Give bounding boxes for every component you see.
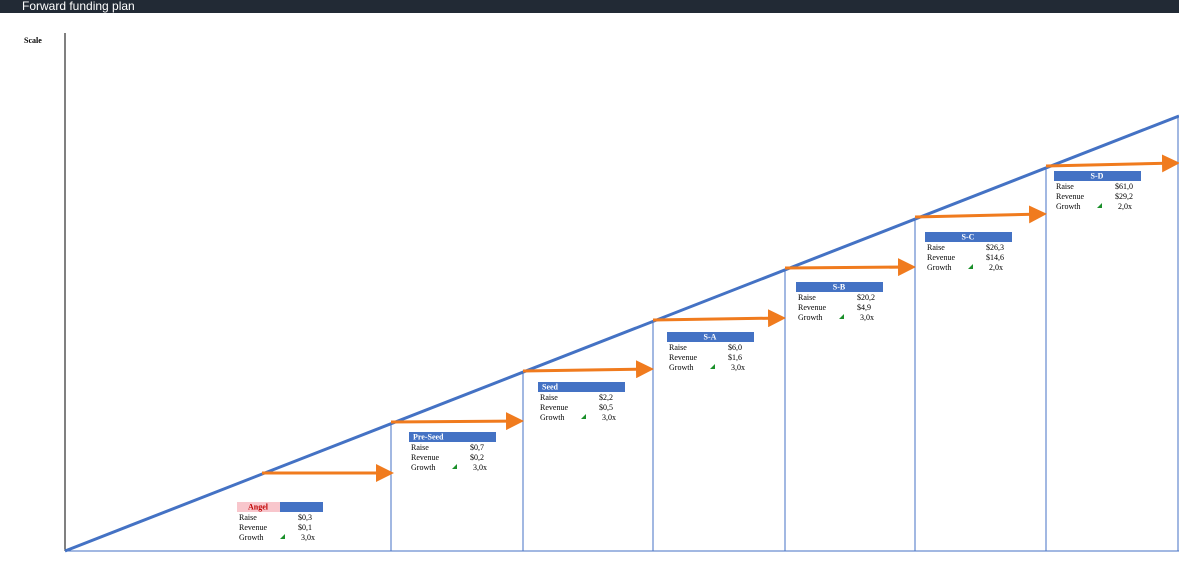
note-marker [839, 314, 844, 319]
row-label: Raise [669, 343, 687, 352]
row-value: $0,5 [599, 403, 613, 412]
row-label: Growth [927, 263, 951, 272]
row-label: Growth [1056, 202, 1080, 211]
note-marker [710, 364, 715, 369]
stage-header [409, 432, 496, 442]
arrow [914, 205, 1047, 224]
arrow [652, 309, 786, 328]
row-value: $29,2 [1115, 192, 1133, 201]
stage-header [280, 502, 323, 512]
row-label: Growth [669, 363, 693, 372]
stage-name: Pre-Seed [413, 432, 444, 441]
row-label: Raise [798, 293, 816, 302]
row-label: Raise [1056, 182, 1074, 191]
row-value: $26,3 [986, 243, 1004, 252]
row-value: 3,0x [731, 363, 745, 372]
row-value: 2,0x [1118, 202, 1132, 211]
row-label: Raise [411, 443, 429, 452]
row-label: Revenue [239, 523, 267, 532]
stage-header [538, 382, 625, 392]
note-marker [452, 464, 457, 469]
row-label: Revenue [927, 253, 955, 262]
row-value: $0,7 [470, 443, 484, 452]
row-label: Revenue [669, 353, 697, 362]
stage-name: S-D [1091, 171, 1104, 180]
row-label: Revenue [798, 303, 826, 312]
row-value: 3,0x [602, 413, 616, 422]
row-value: $61,0 [1115, 182, 1133, 191]
note-marker [1097, 203, 1102, 208]
row-label: Growth [411, 463, 435, 472]
stage-header [796, 282, 883, 292]
row-value: 3,0x [301, 533, 315, 542]
title-bar: Forward funding plan [0, 0, 1179, 13]
row-value: $4,9 [857, 303, 871, 312]
row-label: Revenue [411, 453, 439, 462]
row-label: Raise [927, 243, 945, 252]
row-label: Revenue [540, 403, 568, 412]
stage-name: Seed [542, 382, 559, 391]
row-value: $0,1 [298, 523, 312, 532]
row-value: $20,2 [857, 293, 875, 302]
arrow [784, 258, 916, 277]
stage-name: Angel [248, 502, 269, 511]
row-value: $6,0 [728, 343, 742, 352]
row-value: $2,2 [599, 393, 613, 402]
arrow [1045, 154, 1179, 173]
row-value: $1,6 [728, 353, 742, 362]
stage-header [1054, 171, 1141, 181]
stage-name: S-B [833, 282, 846, 291]
arrow [390, 412, 524, 431]
row-label: Raise [540, 393, 558, 402]
row-value: 3,0x [473, 463, 487, 472]
row-value: $14,6 [986, 253, 1004, 262]
row-label: Revenue [1056, 192, 1084, 201]
row-value: 3,0x [860, 313, 874, 322]
row-value: 2,0x [989, 263, 1003, 272]
row-value: $0,3 [298, 513, 312, 522]
stage-header [237, 502, 280, 512]
note-marker [581, 414, 586, 419]
row-label: Growth [239, 533, 263, 542]
stage-header [925, 232, 1012, 242]
page-title: Forward funding plan [22, 0, 135, 13]
stage-name: S-C [962, 232, 975, 241]
row-label: Growth [540, 413, 564, 422]
note-marker [968, 264, 973, 269]
row-label: Raise [239, 513, 257, 522]
growth-line [64, 114, 1179, 553]
arrow [522, 360, 654, 379]
row-label: Growth [798, 313, 822, 322]
stage-name: S-A [704, 332, 717, 341]
row-value: $0,2 [470, 453, 484, 462]
axis-label: Scale [24, 36, 42, 45]
note-marker [280, 534, 285, 539]
stage-header [667, 332, 754, 342]
